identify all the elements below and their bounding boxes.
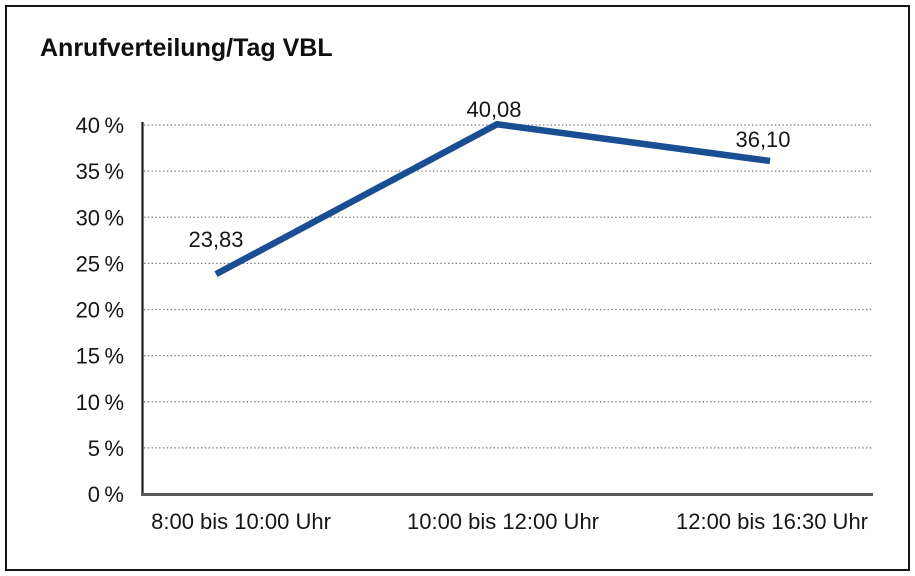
y-tick-label: 0 % [88,482,124,507]
y-tick-label: 15 % [76,344,124,369]
x-tick-label: 10:00 bis 12:00 Uhr [407,509,599,534]
y-tick-label: 5 % [88,436,124,461]
y-tick-label: 30 % [76,205,124,230]
data-point-label: 40,08 [466,97,521,122]
data-series-line [214,120,771,278]
y-tick-label: 25 % [76,251,124,276]
y-tick-label: 35 % [76,159,124,184]
data-point-label: 23,83 [188,227,243,252]
chart-title: Anrufverteilung/Tag VBL [40,34,333,62]
x-tick-label: 12:00 bis 16:30 Uhr [676,509,868,534]
x-tick-label: 8:00 bis 10:00 Uhr [151,509,331,534]
y-tick-label: 10 % [76,390,124,415]
y-tick-label: 40 % [76,113,124,138]
data-point-label: 36,10 [735,127,790,152]
y-tick-label: 20 % [76,298,124,323]
